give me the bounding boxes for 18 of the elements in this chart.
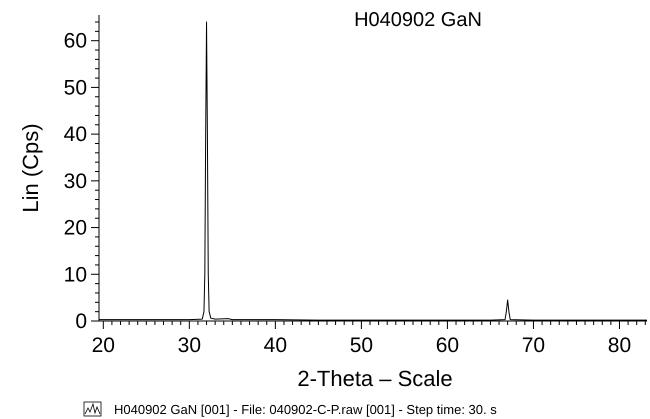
x-tick-label: 30 <box>178 334 202 357</box>
x-tick-label: 60 <box>436 334 460 357</box>
text: H040902 GaN [001] - File: 040902-C-P.raw [001] - Step time: 30. s <box>114 402 498 417</box>
x-tick-label: 70 <box>522 334 546 357</box>
y-tick-label: 20 <box>64 216 87 240</box>
y-axis-title: Lin (Cps) <box>18 123 43 213</box>
y-tick-label: 60 <box>64 30 87 53</box>
chart-title: H040902 GaN <box>354 9 482 31</box>
x-axis-title: 2-Theta – Scale <box>297 366 453 391</box>
x-tick-label: 50 <box>350 334 374 357</box>
x-tick-label: 20 <box>92 334 115 357</box>
x-tick-label: 80 <box>608 334 632 357</box>
y-tick-label: 30 <box>64 170 87 193</box>
y-tick-label: 10 <box>64 263 87 286</box>
y-tick-label: 40 <box>64 123 87 146</box>
x-tick-label: 40 <box>264 334 288 357</box>
y-tick-label: 50 <box>64 76 87 100</box>
y-tick-label: 0 <box>75 310 87 333</box>
